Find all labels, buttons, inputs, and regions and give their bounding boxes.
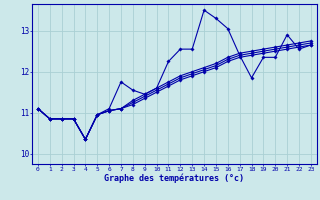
X-axis label: Graphe des températures (°c): Graphe des températures (°c) (104, 173, 244, 183)
